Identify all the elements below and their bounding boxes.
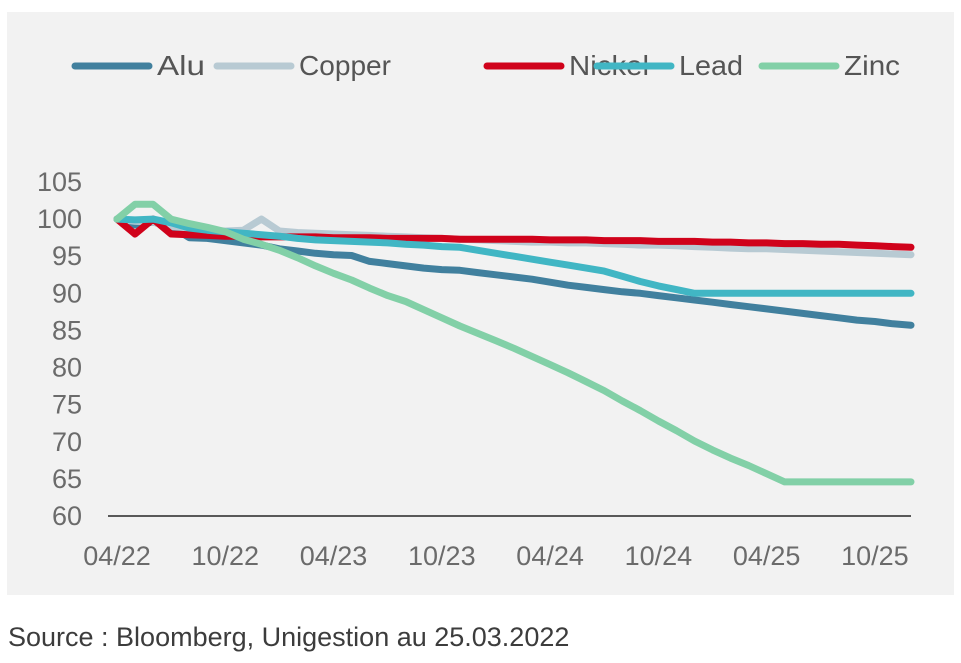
y-tick-label: 65	[52, 464, 82, 494]
chart-panel: AluCopperNickelLeadZinc 6065707580859095…	[7, 12, 954, 595]
x-tick-label: 10/23	[408, 541, 476, 571]
x-tick-label: 10/22	[191, 541, 259, 571]
y-tick-label: 95	[52, 241, 82, 271]
y-tick-label: 70	[52, 427, 82, 457]
series-lines	[113, 200, 915, 486]
series-line-zinc	[113, 200, 915, 486]
x-tick-label: 04/23	[300, 541, 368, 571]
x-tick-label: 10/24	[625, 541, 693, 571]
y-tick-label: 75	[52, 390, 82, 420]
x-tick-label: 04/22	[83, 541, 151, 571]
legend: AluCopperNickelLeadZinc	[71, 50, 900, 81]
x-tick-label: 04/24	[516, 541, 584, 571]
y-tick-label: 80	[52, 353, 82, 383]
x-axis: 04/22 10/22 04/23 10/23 04/24 10/24 04/25 10/25	[83, 515, 911, 571]
source-note: Source : Bloomberg, Unigestion au 25.03.…	[8, 622, 570, 652]
legend-label-zinc: Zinc	[844, 50, 900, 81]
legend-label-alu: Alu	[157, 50, 205, 81]
y-axis: 60 65 70 75 80 85 90 95 100 105	[37, 167, 82, 531]
y-tick-label: 100	[37, 204, 82, 234]
x-tick-label: 10/25	[841, 541, 909, 571]
line-chart: AluCopperNickelLeadZinc 6065707580859095…	[37, 50, 915, 571]
legend-label-copper: Copper	[299, 50, 391, 81]
series-line-lead	[113, 215, 915, 297]
y-tick-label: 60	[52, 501, 82, 531]
legend-label-lead: Lead	[679, 50, 743, 81]
y-tick-label: 90	[52, 278, 82, 308]
y-tick-label: 85	[52, 315, 82, 345]
x-tick-label: 04/25	[733, 541, 801, 571]
y-tick-label: 105	[37, 167, 82, 197]
